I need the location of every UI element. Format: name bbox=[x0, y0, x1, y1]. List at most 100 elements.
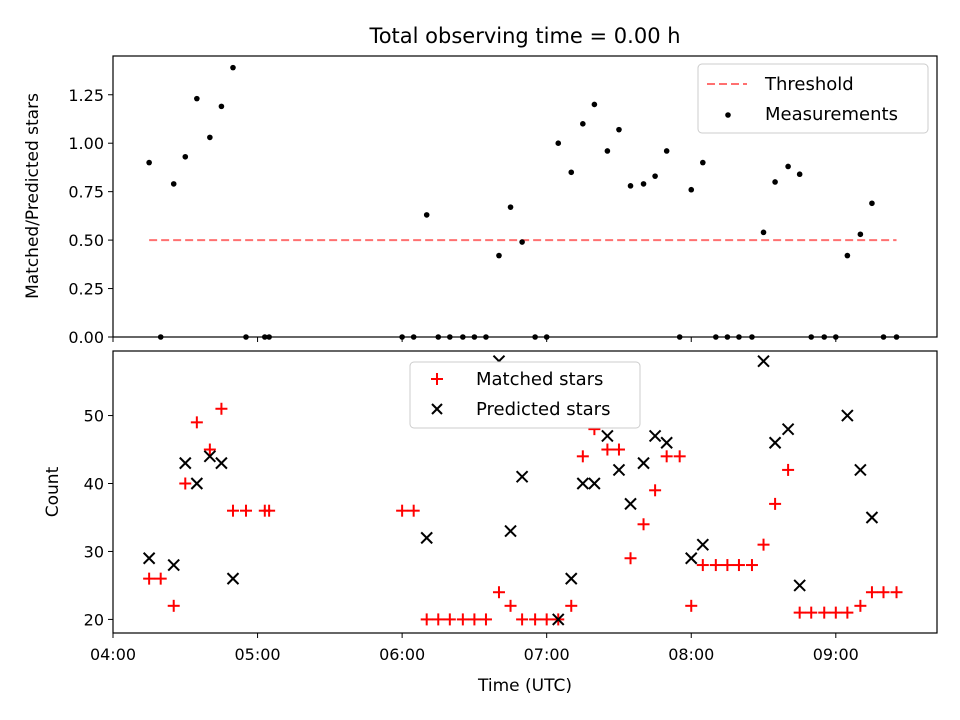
matched-star-point bbox=[818, 606, 831, 619]
matched-star-point bbox=[504, 599, 517, 612]
matched-star-point bbox=[203, 443, 216, 456]
measurement-point bbox=[218, 103, 225, 110]
measurement-point bbox=[627, 183, 634, 189]
matched-star-point bbox=[468, 613, 481, 626]
predicted-star-point bbox=[781, 422, 795, 436]
predicted-star-point bbox=[515, 470, 529, 483]
count-legend: Matched stars Predicted stars bbox=[409, 361, 641, 429]
matched-star-point bbox=[456, 613, 469, 626]
matched-star-point bbox=[226, 504, 239, 517]
matched-star-point bbox=[793, 606, 806, 619]
matched-star-point bbox=[516, 613, 529, 626]
measurement-point bbox=[207, 134, 213, 141]
matched-star-point bbox=[529, 613, 542, 626]
measurement-point bbox=[423, 212, 430, 218]
predicted-star-point bbox=[576, 477, 590, 490]
matched-star-point bbox=[167, 599, 180, 612]
measurement-point bbox=[857, 231, 864, 238]
measurement-point bbox=[772, 179, 778, 185]
measurement-point bbox=[507, 204, 514, 210]
ratio-panel: 0.00 0.25 0.50 0.75 1.00 1.25 Matched/Predict… bbox=[23, 55, 938, 347]
matched-star-point bbox=[890, 586, 903, 599]
predicted-star-point bbox=[504, 524, 517, 538]
count-y-ticks: 20 30 40 50 bbox=[84, 407, 113, 629]
measurement-point bbox=[604, 148, 611, 154]
ratio-y-tick-label: 0.75 bbox=[68, 183, 104, 202]
x-tick-label: 07:00 bbox=[524, 645, 570, 664]
matched-legend-swatch bbox=[431, 373, 443, 385]
predicted-star-point bbox=[841, 409, 854, 422]
measurement-point bbox=[519, 239, 525, 245]
matched-star-point bbox=[696, 559, 709, 572]
matched-star-point bbox=[263, 504, 276, 517]
count-y-axis-label: Count bbox=[43, 466, 63, 517]
ratio-y-tick-label: 0.50 bbox=[68, 231, 104, 250]
matched-star-point bbox=[649, 484, 662, 497]
predicted-star-point bbox=[660, 436, 673, 449]
count-y-tick-label: 50 bbox=[84, 407, 104, 426]
count-y-tick-label: 20 bbox=[84, 610, 104, 629]
predicted-star-point bbox=[420, 531, 433, 545]
ratio-y-tick-label: 1.25 bbox=[68, 86, 104, 105]
measurement-point bbox=[785, 163, 791, 170]
measurement-point bbox=[663, 148, 670, 154]
matched-star-point bbox=[239, 504, 252, 517]
predicted-star-point bbox=[226, 572, 240, 585]
matched-star-point bbox=[396, 504, 409, 517]
predicted-star-point bbox=[167, 558, 180, 572]
measurement-point bbox=[616, 126, 622, 133]
measurement-point bbox=[146, 159, 152, 166]
predicted-legend-swatch bbox=[431, 403, 443, 415]
measurement-point bbox=[844, 252, 851, 259]
x-tick-label: 06:00 bbox=[379, 645, 425, 664]
matched-star-point bbox=[479, 613, 492, 626]
measurement-point bbox=[640, 181, 647, 187]
measurement-point bbox=[194, 95, 200, 102]
matched-star-point bbox=[685, 599, 698, 612]
matched-star-point bbox=[841, 606, 854, 619]
count-y-tick-label: 30 bbox=[84, 542, 104, 561]
predicted-star-point bbox=[588, 477, 601, 490]
matched-star-point bbox=[721, 559, 734, 572]
matched-star-point bbox=[709, 559, 722, 572]
matched-star-point bbox=[624, 552, 637, 565]
matched-star-point bbox=[637, 518, 650, 531]
matched-star-point bbox=[154, 572, 167, 585]
predicted-star-point bbox=[757, 354, 770, 368]
matched-star-point bbox=[805, 606, 818, 619]
x-tick-label: 08:00 bbox=[668, 645, 714, 664]
matched-star-point bbox=[732, 559, 745, 572]
predicted-star-point bbox=[648, 429, 662, 443]
predicted-star-point bbox=[215, 456, 228, 470]
predicted-star-point bbox=[624, 497, 637, 511]
legend-label-measurements: Measurements bbox=[765, 104, 898, 125]
matched-star-point bbox=[769, 497, 782, 510]
measurements-legend-swatch bbox=[725, 112, 731, 118]
legend-label-matched: Matched stars bbox=[476, 369, 603, 390]
legend-label-predicted: Predicted stars bbox=[476, 399, 610, 420]
matched-star-point bbox=[757, 538, 770, 551]
measurement-point bbox=[796, 171, 803, 178]
matched-star-point bbox=[540, 613, 553, 626]
count-y-tick-label: 40 bbox=[84, 475, 104, 494]
matched-star-point bbox=[601, 443, 614, 456]
matched-star-point bbox=[179, 477, 192, 490]
matched-star-point bbox=[673, 450, 686, 463]
x-tick-label: 04:00 bbox=[90, 645, 136, 664]
predicted-star-point bbox=[865, 511, 879, 524]
predicted-star-point bbox=[768, 436, 782, 449]
predicted-star-point bbox=[142, 552, 156, 565]
measurement-point bbox=[230, 64, 236, 71]
predicted-star-point bbox=[179, 456, 192, 470]
predicted-star-point bbox=[601, 429, 614, 443]
measurement-point bbox=[496, 252, 502, 259]
legend-label-threshold: Threshold bbox=[764, 74, 854, 95]
matched-star-point bbox=[877, 586, 890, 599]
ratio-y-tick-label: 1.00 bbox=[68, 134, 104, 153]
matched-star-point bbox=[407, 504, 420, 517]
measurement-point bbox=[580, 121, 586, 127]
predicted-star-point bbox=[696, 538, 710, 551]
matched-star-point bbox=[143, 572, 156, 585]
ratio-y-axis-label: Matched/Predicted stars bbox=[23, 93, 43, 299]
